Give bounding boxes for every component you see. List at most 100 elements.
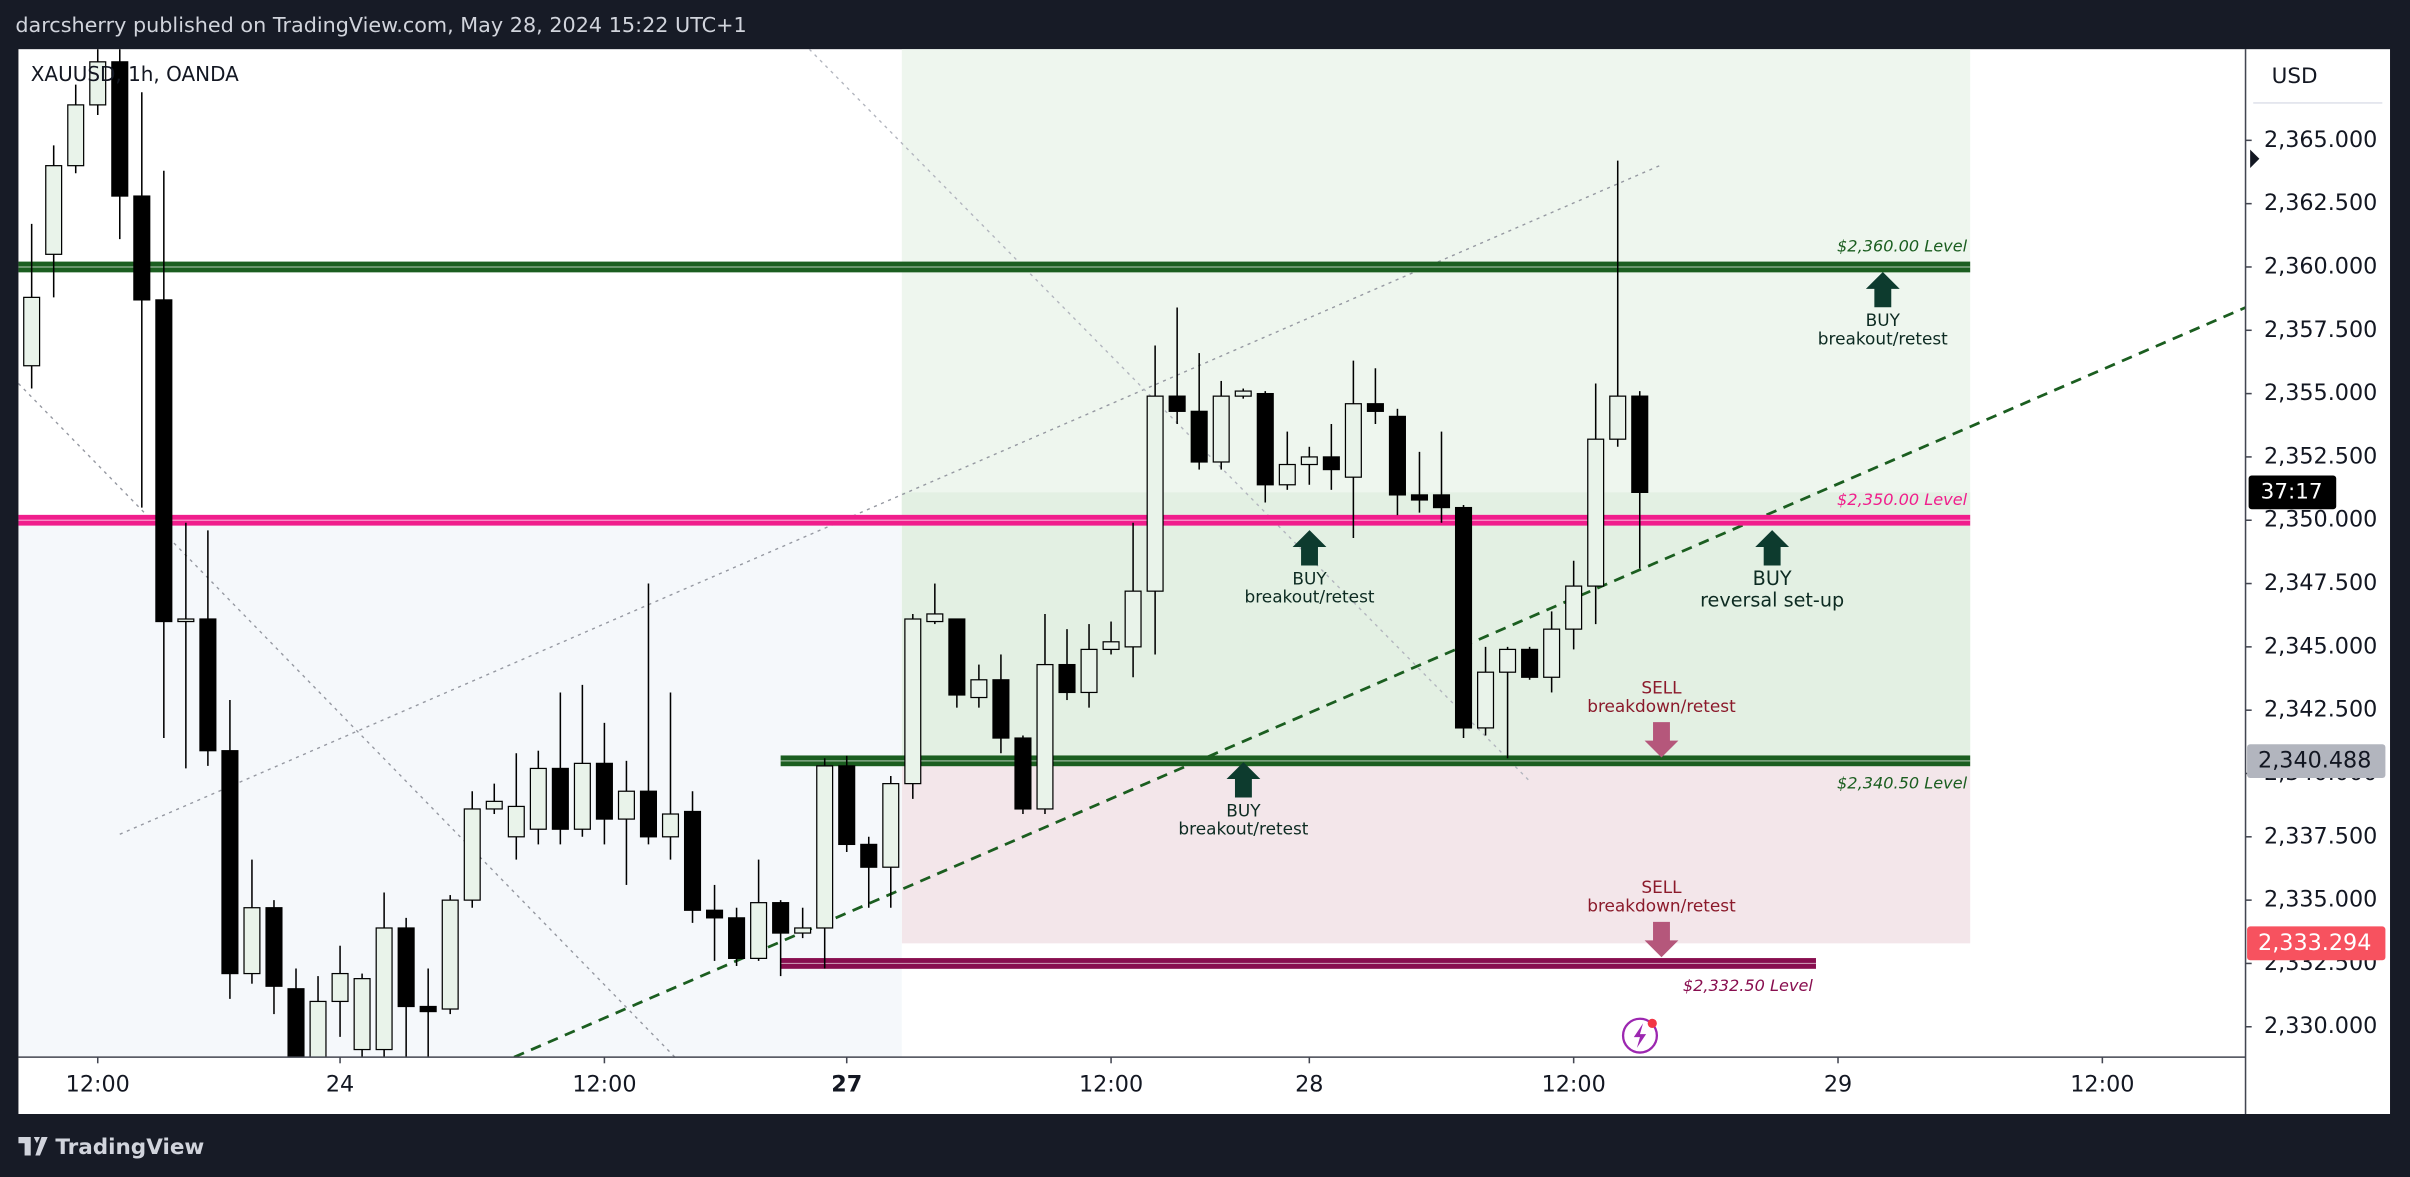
candle-body — [838, 765, 856, 846]
annotation-text: SELL — [1641, 877, 1682, 897]
level-label: $2,332.50 Level — [1683, 976, 1814, 995]
candle-body — [397, 927, 415, 1008]
level-label: $2,340.50 Level — [1837, 773, 1968, 792]
candle-body — [375, 927, 393, 1051]
candle-body — [1543, 628, 1561, 678]
annotation-text: BUY — [1866, 310, 1901, 330]
candle-body — [772, 902, 790, 934]
axis-marker — [2250, 149, 2260, 169]
y-tick-label: 2,362.500 — [2264, 190, 2377, 216]
candle-body — [882, 783, 900, 868]
footer-logo: TradingView — [18, 1135, 204, 1160]
level-label: $2,350.00 Level — [1837, 490, 1968, 509]
candle-body — [177, 618, 195, 623]
y-tick-label: 2,335.000 — [2264, 887, 2377, 913]
candle-body — [683, 810, 702, 911]
y-tick-label: 2,355.000 — [2264, 380, 2377, 406]
candle-body — [1344, 403, 1362, 478]
candle-body — [45, 165, 63, 255]
candle-body — [1499, 648, 1517, 673]
candle-body — [728, 917, 746, 959]
price-badge-label: 2,340.488 — [2258, 748, 2371, 774]
candle-body — [661, 813, 680, 838]
candle-body — [419, 1005, 437, 1013]
candle-body — [243, 907, 261, 975]
annotation-text: breakout/retest — [1245, 587, 1375, 607]
y-tick-label: 2,365.000 — [2264, 127, 2377, 153]
y-tick-label: 2,347.500 — [2264, 570, 2377, 596]
currency-label: USD — [2272, 64, 2318, 89]
candle-body — [111, 61, 129, 197]
buy-arrow — [1226, 762, 1261, 798]
left-tint — [18, 520, 902, 1058]
candle-body — [441, 899, 459, 1010]
candle-body — [463, 808, 481, 901]
candle-body — [1256, 392, 1274, 486]
price-badge — [2247, 744, 2386, 779]
candle-body — [1080, 648, 1098, 694]
candle-body — [860, 843, 878, 868]
x-tick-label: 12:00 — [1542, 1071, 1606, 1097]
annotation-text: reversal set-up — [1700, 588, 1844, 611]
price-badge-label: 2,333.294 — [2258, 930, 2371, 956]
x-tick-label: 12:00 — [572, 1071, 636, 1097]
candle-body — [287, 988, 305, 1058]
candle-body — [67, 104, 85, 167]
candle-body — [23, 296, 41, 367]
candle-body — [706, 909, 724, 919]
x-tick-label: 28 — [1295, 1071, 1323, 1097]
candle-body — [507, 805, 525, 838]
candle-body — [529, 767, 547, 830]
candle-body — [1587, 438, 1605, 587]
candle-body — [1058, 663, 1076, 694]
candle-body — [551, 767, 569, 830]
buy-arrow — [1755, 530, 1790, 566]
candle-body — [1190, 410, 1208, 463]
candle-body — [1454, 506, 1473, 729]
candle-body — [1278, 463, 1296, 486]
candle-body — [904, 618, 922, 785]
candle-body — [970, 679, 988, 699]
y-tick-label: 2,350.000 — [2264, 507, 2377, 533]
trendline — [119, 165, 1660, 835]
candle-body — [309, 1000, 327, 1058]
candle-body — [1521, 648, 1539, 678]
publish-header: darcsherry published on TradingView.com,… — [15, 13, 746, 37]
y-tick-label: 2,357.500 — [2264, 317, 2377, 343]
candle-body — [353, 978, 371, 1051]
logo-text: TradingView — [55, 1135, 204, 1160]
candle-body — [221, 750, 239, 975]
candle-body — [1014, 737, 1032, 810]
x-tick-label: 12:00 — [2070, 1071, 2134, 1097]
x-tick-label: 27 — [831, 1071, 862, 1097]
sell-arrow — [1644, 722, 1679, 758]
candle-body — [1168, 395, 1186, 412]
candle-body — [133, 195, 151, 301]
candle-body — [1366, 403, 1384, 412]
level-label: $2,360.00 Level — [1837, 237, 1968, 256]
candle-body — [1410, 494, 1429, 501]
candle-body — [1146, 395, 1164, 592]
candle-body — [1477, 671, 1495, 729]
candle-body — [199, 618, 217, 752]
annotation-text: breakdown/retest — [1587, 696, 1736, 716]
buy-zone-core — [901, 492, 1971, 761]
annotation-text: breakdown/retest — [1587, 896, 1736, 916]
x-tick-label: 24 — [326, 1071, 354, 1097]
annotation-text: BUY — [1292, 568, 1327, 588]
alert-icon — [1621, 1017, 1659, 1054]
countdown: 37:17 — [2261, 479, 2323, 504]
candle-body — [1102, 641, 1120, 651]
candle-body — [816, 765, 834, 929]
candle-body — [1300, 456, 1318, 466]
candle-body — [926, 613, 944, 623]
candle-body — [1609, 395, 1627, 440]
candle-body — [573, 762, 591, 830]
candle-body — [1631, 395, 1649, 493]
countdown-badge — [2248, 475, 2337, 510]
plot: $2,360.00 Level $2,350.00 Level $2,340.50 … — [18, 49, 2246, 1058]
candle-body — [485, 800, 503, 810]
x-tick-label: 29 — [1824, 1071, 1852, 1097]
candle-body — [595, 762, 613, 820]
logo-icon — [18, 1137, 48, 1156]
